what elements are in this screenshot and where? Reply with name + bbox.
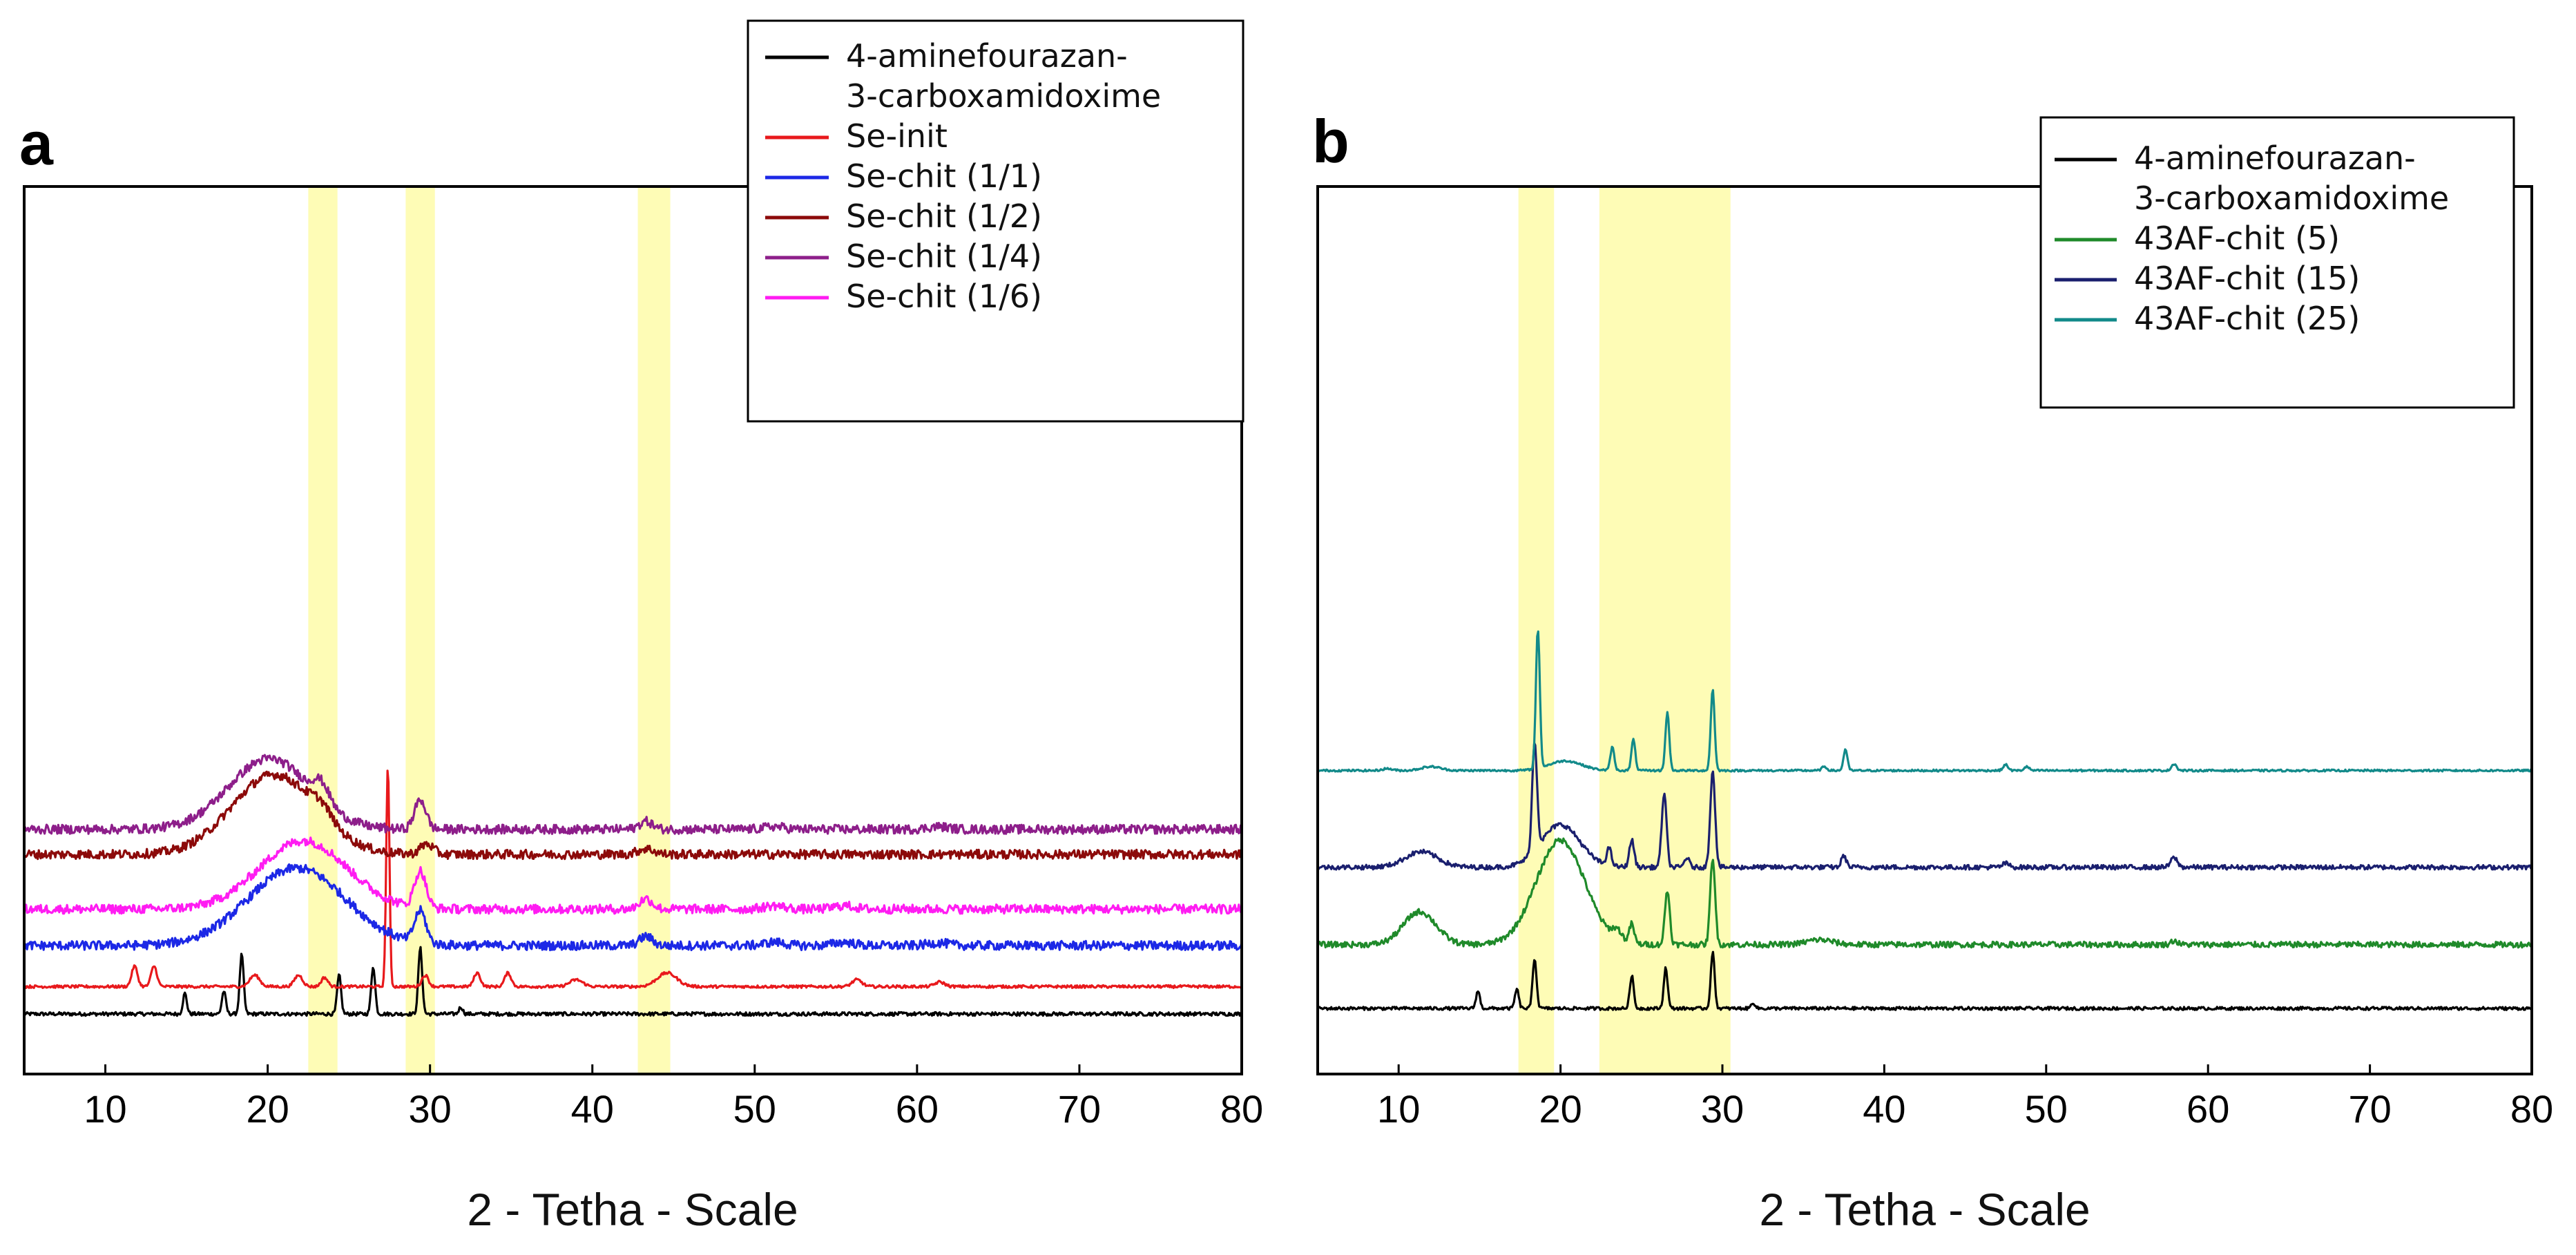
x-tick-label: 50: [733, 1087, 776, 1131]
series-line-3: [23, 770, 1243, 861]
legend-label: Se-init: [846, 117, 948, 155]
panel-b-legend: 4-aminefourazan-3-carboxamidoxime43AF-ch…: [2039, 116, 2515, 409]
panel-a-series: [23, 754, 1243, 1017]
panel-a-plot-frame: [23, 185, 1243, 1075]
x-tick-label: 30: [409, 1087, 452, 1131]
x-tick-label: 80: [2510, 1087, 2553, 1131]
legend-label: Se-chit (1/1): [846, 157, 1042, 195]
highlight-band: [1599, 186, 1731, 1074]
series-line-3: [1316, 630, 2532, 773]
panel-b-highlights: [1518, 186, 1731, 1074]
series-line-2: [23, 863, 1243, 952]
x-tick-label: 50: [2025, 1087, 2068, 1131]
highlight-band: [637, 186, 671, 1074]
panel-b-series: [1316, 630, 2533, 1011]
x-tick-label: 70: [2348, 1087, 2391, 1131]
panel-b-ticks: 10 20 30 40 50 60 70 80: [1377, 1064, 2553, 1131]
x-tick-label: 60: [896, 1087, 939, 1131]
panel-b-legend-entries: 4-aminefourazan-3-carboxamidoxime43AF-ch…: [2055, 140, 2449, 337]
panel-b-letter: b: [1312, 107, 1349, 175]
x-tick-label: 10: [1377, 1087, 1420, 1131]
x-tick-label: 10: [84, 1087, 126, 1131]
legend-label: 4-aminefourazan-: [2134, 140, 2416, 177]
series-line-0: [1317, 950, 2533, 1011]
legend-label: 43AF-chit (25): [2134, 300, 2360, 337]
legend-label: Se-chit (1/6): [846, 278, 1042, 315]
panel-b-legend-box: [2039, 116, 2515, 409]
panel-a-ticks: 10 20 30 40 50 60 70 80: [84, 1064, 1263, 1131]
x-tick-label: 40: [571, 1087, 614, 1131]
x-tick-label: 40: [1863, 1087, 1905, 1131]
legend-label: 4-aminefourazan-: [846, 37, 1128, 75]
panel-b-xlabel: 2 - Tetha - Scale: [1759, 1184, 2090, 1235]
panel-a-xlabel: 2 - Tetha - Scale: [467, 1184, 798, 1235]
series-line-2: [1316, 742, 2533, 871]
legend-label-line2: 3-carboxamidoxime: [2134, 180, 2449, 217]
panel-a-legend-entries: 4-aminefourazan-3-carboxamidoximeSe-init…: [765, 37, 1161, 315]
legend-label: Se-chit (1/4): [846, 238, 1042, 275]
highlight-band: [308, 186, 338, 1074]
panel-b-plot-frame: [1316, 185, 2533, 1075]
legend-label-line2: 3-carboxamidoxime: [846, 77, 1161, 115]
highlight-band: [405, 186, 435, 1074]
panel-a-highlights: [308, 186, 671, 1074]
panel-a: a 10 20 30 40 50 60 70 80 2 - Tetha - Scale 4-a…: [19, 19, 1263, 1235]
highlight-band: [1518, 186, 1555, 1074]
legend-label: Se-chit (1/2): [846, 198, 1042, 235]
series-line-4: [23, 754, 1243, 835]
panel-b: b 10 20 30 40 50 60 70 80 2 - Tetha - Scale 4-a…: [1312, 107, 2553, 1235]
series-line-1: [23, 769, 1243, 989]
legend-label: 43AF-chit (5): [2134, 220, 2340, 257]
legend-label: 43AF-chit (15): [2134, 260, 2360, 297]
x-tick-label: 60: [2186, 1087, 2229, 1131]
x-tick-label: 20: [1539, 1087, 1582, 1131]
x-tick-label: 20: [246, 1087, 289, 1131]
x-tick-label: 30: [1701, 1087, 1744, 1131]
x-tick-label: 70: [1058, 1087, 1101, 1131]
x-tick-label: 80: [1220, 1087, 1263, 1131]
series-line-0: [23, 946, 1243, 1017]
panel-a-legend-box: [747, 19, 1244, 423]
series-line-5: [23, 836, 1242, 915]
series-line-1: [1316, 837, 2532, 949]
panel-a-legend: 4-aminefourazan-3-carboxamidoximeSe-init…: [747, 19, 1244, 423]
panel-a-letter: a: [19, 109, 54, 178]
